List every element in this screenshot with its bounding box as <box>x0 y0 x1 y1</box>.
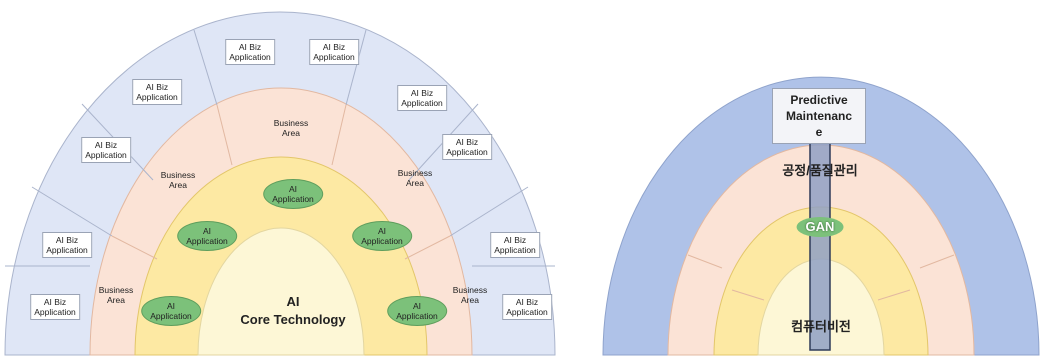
ai-application-oval: AI Application <box>141 296 201 326</box>
business-area-label: Business Area <box>273 118 309 138</box>
biz-application-label: AI Biz Application <box>397 85 447 111</box>
biz-application-label: AI Biz Application <box>42 232 92 258</box>
core-technology-label: AI Core Technology <box>240 294 346 327</box>
biz-application-label: AI Biz Application <box>225 39 275 65</box>
business-area-label: Business Area <box>98 285 134 305</box>
core-technology-area <box>197 227 365 356</box>
gan-oval: GAN <box>796 217 844 237</box>
right-ring-dividers <box>687 254 955 301</box>
biz-application-label: AI Biz Application <box>30 294 80 320</box>
biz-application-label: AI Biz Application <box>81 137 131 163</box>
right-layer-diagram <box>602 76 1040 356</box>
biz-application-label: AI Biz Application <box>132 79 182 105</box>
biz-application-label: AI Biz Application <box>490 232 540 258</box>
biz-application-label: AI Biz Application <box>309 39 359 65</box>
ai-application-oval: AI Application <box>352 221 412 251</box>
biz-application-label: AI Biz Application <box>502 294 552 320</box>
ai-application-oval: AI Application <box>387 296 447 326</box>
predictive-maintenance-box: Predictive Maintenanc e <box>772 88 866 144</box>
ai-application-oval: AI Application <box>263 179 323 209</box>
business-area-label: Business Area <box>397 168 433 188</box>
process-quality-label: 공정/품질관리 <box>782 163 858 178</box>
ai-application-oval: AI Application <box>177 221 237 251</box>
business-area-label: Business Area <box>452 285 488 305</box>
middle-ring-dividers <box>111 104 451 260</box>
computer-vision-label: 컴퓨터비전 <box>791 319 851 334</box>
business-area-label: Business Area <box>160 170 196 190</box>
biz-application-label: AI Biz Application <box>442 134 492 160</box>
